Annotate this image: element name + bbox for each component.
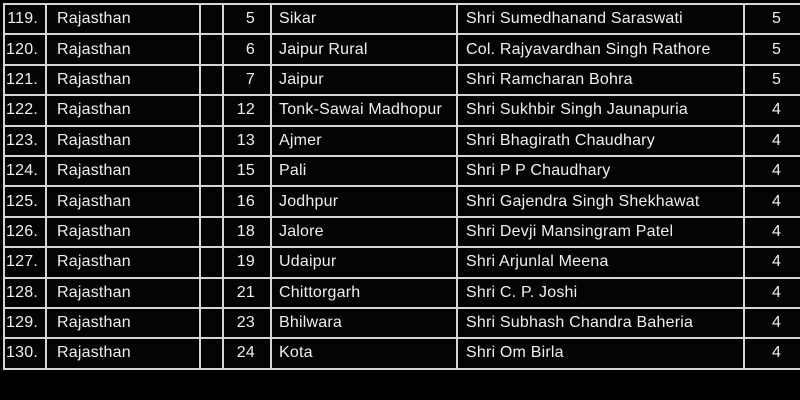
spacer-cell (199, 276, 224, 309)
state-cell: Rajasthan (45, 337, 201, 370)
state-cell: Rajasthan (45, 215, 201, 249)
spacer-cell (199, 124, 224, 157)
constituency-cell: Tonk-Sawai Madhopur (270, 94, 458, 127)
constituency-cell: Bhilwara (270, 306, 458, 340)
mp-table: 119. Rajasthan 5 Sikar Shri Sumedhanand … (3, 2, 800, 370)
spacer-cell (199, 185, 224, 218)
table-row: 123. Rajasthan 13 Ajmer Shri Bhagirath C… (3, 124, 800, 157)
serial-cell: 129. (3, 306, 47, 340)
member-cell: Shri Sumedhanand Saraswati (456, 2, 745, 36)
constituency-cell: Jodhpur (270, 185, 458, 218)
constituency-no-cell: 7 (222, 63, 272, 97)
count-cell: 4 (743, 124, 800, 157)
constituency-no-cell: 19 (222, 246, 272, 279)
spacer-cell (199, 33, 224, 66)
serial-cell: 123. (3, 124, 47, 157)
member-cell: Shri C. P. Joshi (456, 276, 745, 309)
constituency-no-cell: 21 (222, 276, 272, 309)
spacer-cell (199, 154, 224, 188)
serial-cell: 130. (3, 337, 47, 370)
constituency-no-cell: 12 (222, 94, 272, 127)
member-cell: Col. Rajyavardhan Singh Rathore (456, 33, 745, 66)
member-cell: Shri Ramcharan Bohra (456, 63, 745, 97)
serial-cell: 119. (3, 2, 47, 36)
state-cell: Rajasthan (45, 124, 201, 157)
table-row: 120. Rajasthan 6 Jaipur Rural Col. Rajya… (3, 33, 800, 66)
constituency-no-cell: 15 (222, 154, 272, 188)
serial-cell: 122. (3, 94, 47, 127)
spacer-cell (199, 94, 224, 127)
count-cell: 4 (743, 337, 800, 370)
constituency-cell: Pali (270, 154, 458, 188)
constituency-no-cell: 6 (222, 33, 272, 66)
count-cell: 4 (743, 154, 800, 188)
table-row: 126. Rajasthan 18 Jalore Shri Devji Mans… (3, 215, 800, 249)
constituency-no-cell: 16 (222, 185, 272, 218)
member-cell: Shri Bhagirath Chaudhary (456, 124, 745, 157)
table-row: 128. Rajasthan 21 Chittorgarh Shri C. P.… (3, 276, 800, 309)
table-row: 121. Rajasthan 7 Jaipur Shri Ramcharan B… (3, 63, 800, 97)
state-cell: Rajasthan (45, 276, 201, 309)
serial-cell: 125. (3, 185, 47, 218)
spacer-cell (199, 215, 224, 249)
constituency-cell: Kota (270, 337, 458, 370)
constituency-no-cell: 13 (222, 124, 272, 157)
constituency-cell: Jaipur (270, 63, 458, 97)
constituency-cell: Jalore (270, 215, 458, 249)
state-cell: Rajasthan (45, 63, 201, 97)
table-row: 130. Rajasthan 24 Kota Shri Om Birla 4 (3, 337, 800, 370)
member-cell: Shri Sukhbir Singh Jaunapuria (456, 94, 745, 127)
state-cell: Rajasthan (45, 2, 201, 36)
table-row: 122. Rajasthan 12 Tonk-Sawai Madhopur Sh… (3, 94, 800, 127)
constituency-cell: Udaipur (270, 246, 458, 279)
serial-cell: 126. (3, 215, 47, 249)
constituency-cell: Jaipur Rural (270, 33, 458, 66)
constituency-no-cell: 24 (222, 337, 272, 370)
serial-cell: 120. (3, 33, 47, 66)
serial-cell: 128. (3, 276, 47, 309)
table-row: 129. Rajasthan 23 Bhilwara Shri Subhash … (3, 306, 800, 340)
state-cell: Rajasthan (45, 94, 201, 127)
state-cell: Rajasthan (45, 154, 201, 188)
count-cell: 4 (743, 94, 800, 127)
constituency-cell: Sikar (270, 2, 458, 36)
constituency-cell: Ajmer (270, 124, 458, 157)
spacer-cell (199, 246, 224, 279)
state-cell: Rajasthan (45, 185, 201, 218)
member-cell: Shri Gajendra Singh Shekhawat (456, 185, 745, 218)
spacer-cell (199, 337, 224, 370)
constituency-cell: Chittorgarh (270, 276, 458, 309)
count-cell: 5 (743, 33, 800, 66)
serial-cell: 127. (3, 246, 47, 279)
table-row: 125. Rajasthan 16 Jodhpur Shri Gajendra … (3, 185, 800, 218)
count-cell: 4 (743, 246, 800, 279)
serial-cell: 121. (3, 63, 47, 97)
member-cell: Shri Om Birla (456, 337, 745, 370)
state-cell: Rajasthan (45, 306, 201, 340)
count-cell: 5 (743, 63, 800, 97)
spacer-cell (199, 2, 224, 36)
serial-cell: 124. (3, 154, 47, 188)
count-cell: 4 (743, 306, 800, 340)
spacer-cell (199, 306, 224, 340)
state-cell: Rajasthan (45, 33, 201, 66)
table-row: 119. Rajasthan 5 Sikar Shri Sumedhanand … (3, 2, 800, 36)
member-cell: Shri Subhash Chandra Baheria (456, 306, 745, 340)
count-cell: 5 (743, 2, 800, 36)
constituency-no-cell: 5 (222, 2, 272, 36)
member-cell: Shri Arjunlal Meena (456, 246, 745, 279)
spacer-cell (199, 63, 224, 97)
constituency-no-cell: 18 (222, 215, 272, 249)
mp-table-body: 119. Rajasthan 5 Sikar Shri Sumedhanand … (3, 2, 800, 370)
table-row: 124. Rajasthan 15 Pali Shri P P Chaudhar… (3, 154, 800, 188)
count-cell: 4 (743, 215, 800, 249)
count-cell: 4 (743, 185, 800, 218)
member-cell: Shri P P Chaudhary (456, 154, 745, 188)
member-cell: Shri Devji Mansingram Patel (456, 215, 745, 249)
count-cell: 4 (743, 276, 800, 309)
constituency-no-cell: 23 (222, 306, 272, 340)
table-row: 127. Rajasthan 19 Udaipur Shri Arjunlal … (3, 246, 800, 279)
state-cell: Rajasthan (45, 246, 201, 279)
